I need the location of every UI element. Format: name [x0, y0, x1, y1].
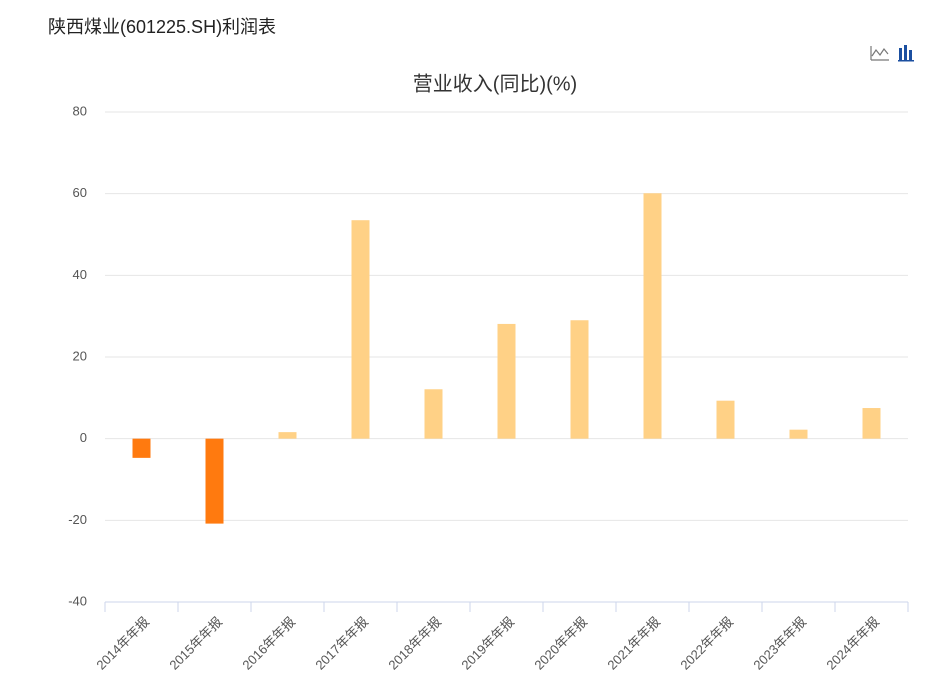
icon-bar[interactable]	[904, 45, 907, 60]
bar	[278, 432, 297, 439]
bar	[862, 408, 881, 439]
y-tick-label: 40	[73, 267, 87, 282]
bar	[132, 438, 151, 458]
y-tick-label: 0	[80, 430, 87, 445]
x-tick-label: 2017年年报	[312, 614, 371, 673]
x-tick-label: 2022年年报	[677, 614, 736, 673]
x-tick-label: 2019年年报	[458, 614, 517, 673]
icon-bar[interactable]	[899, 48, 902, 60]
x-tick-label: 2021年年报	[604, 614, 663, 673]
x-tick-label: 2018年年报	[385, 614, 444, 673]
y-tick-label: 20	[73, 348, 87, 363]
bar	[205, 438, 224, 524]
x-tick-label: 2014年年报	[93, 614, 152, 673]
bar	[424, 389, 443, 439]
line-chart-icon[interactable]	[868, 44, 890, 62]
x-tick-label: 2020年年报	[531, 614, 590, 673]
x-tick-label: 2015年年报	[166, 614, 225, 673]
bar	[497, 323, 516, 439]
chart-title: 营业收入(同比)(%)	[413, 72, 577, 95]
bar	[716, 400, 735, 439]
y-tick-label: -40	[68, 593, 87, 608]
bar	[789, 429, 808, 439]
page-title: 陕西煤业(601225.SH)利润表	[48, 17, 276, 37]
icon-axis[interactable]	[898, 60, 914, 62]
x-tick-label: 2024年年报	[823, 614, 882, 673]
x-tick-label: 2023年年报	[750, 614, 809, 673]
y-tick-label: 60	[73, 185, 87, 200]
bar-chart-icon[interactable]	[898, 45, 914, 62]
icon-line[interactable]	[871, 47, 889, 57]
icon-bar[interactable]	[909, 50, 912, 60]
y-tick-label: -20	[68, 512, 87, 527]
bar	[643, 193, 662, 439]
bar	[570, 320, 589, 439]
y-tick-label: 80	[73, 103, 87, 118]
bar	[351, 220, 370, 439]
x-tick-label: 2016年年报	[239, 614, 298, 673]
